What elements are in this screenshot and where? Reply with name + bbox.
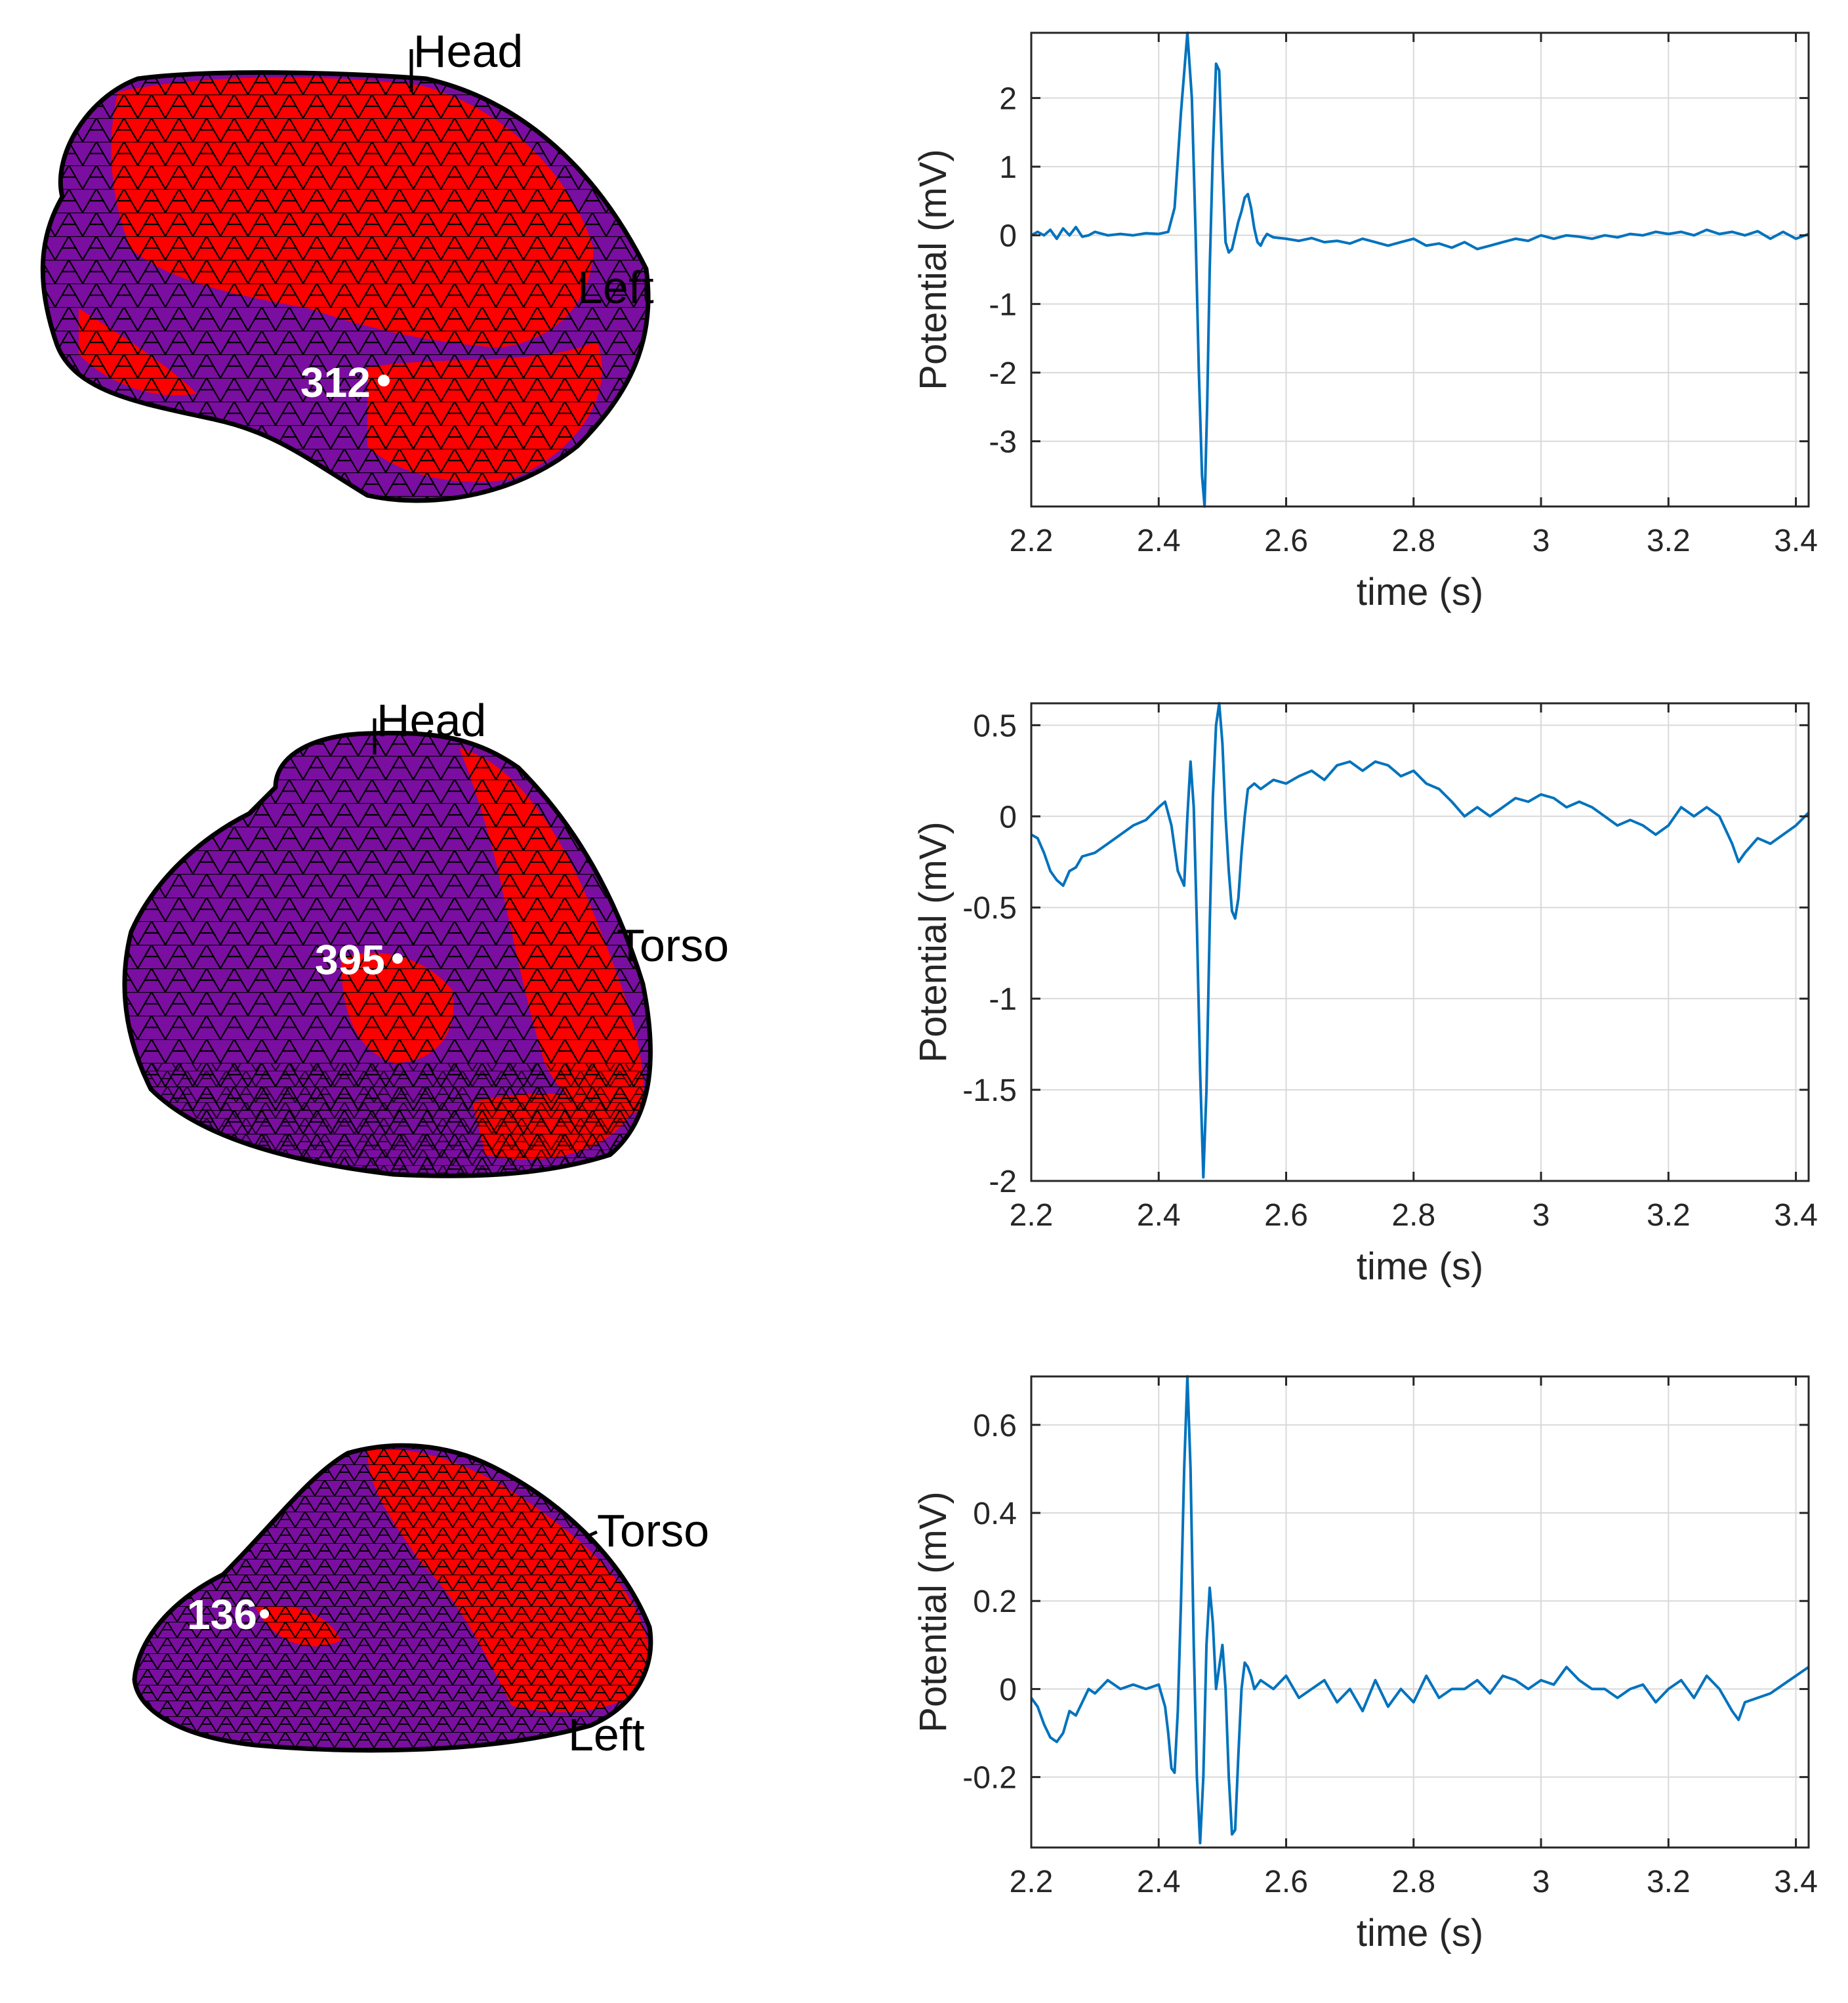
y-tick-label: -1.5: [962, 1073, 1017, 1108]
x-tick-label: 2.4: [1137, 1865, 1181, 1899]
y-tick-label: 0.6: [973, 1409, 1017, 1443]
potential-chart-136: 2.2 2.4 2.6 2.8 3 3.2 3.4 -0.2 0 0.2 0.4 0.6 time (s…: [912, 1375, 1818, 1954]
y-tick-label: 0.4: [973, 1497, 1017, 1531]
y-tick-label: 0: [999, 800, 1017, 835]
node-marker-136: [260, 1609, 269, 1619]
node-label-136: 136: [187, 1591, 257, 1638]
x-tick-label: 2.6: [1264, 524, 1308, 558]
x-tick-label: 3.4: [1774, 1198, 1818, 1233]
x-axis-label: time (s): [1357, 571, 1483, 613]
axes-box: [1030, 1375, 1810, 1849]
potential-trace: [1030, 1375, 1810, 1845]
y-tick-label: -2: [989, 356, 1017, 391]
x-tick-label: 2.2: [1010, 1198, 1054, 1233]
mesh-2-label-head: Head: [377, 695, 486, 746]
y-tick-label: -1: [989, 982, 1017, 1017]
y-tick-label: -2: [989, 1165, 1017, 1199]
x-tick-label: 2.4: [1137, 524, 1181, 558]
x-tick-label: 2.4: [1137, 1198, 1181, 1233]
x-tick-label: 3.4: [1774, 524, 1818, 558]
mesh-3-label-left: Left: [568, 1709, 645, 1760]
mesh-1-label-head: Head: [413, 26, 523, 77]
y-tick-label: 0: [999, 1672, 1017, 1707]
axes-box: [1030, 31, 1810, 508]
x-axis-label: time (s): [1357, 1912, 1483, 1954]
mesh-1-label-left: Left: [577, 262, 654, 313]
y-tick-label: -3: [989, 425, 1017, 460]
x-tick-label: 2.2: [1010, 1865, 1054, 1899]
potential-trace: [1031, 31, 1809, 508]
x-tick-label: 3.2: [1647, 524, 1691, 558]
torso-pointer-3: [584, 1530, 598, 1539]
y-tick-label: 2: [999, 81, 1017, 116]
y-tick-label: -1: [989, 287, 1017, 322]
plot-area: [1031, 703, 1809, 1181]
y-axis-label: Potential (mV): [912, 1491, 955, 1732]
mesh-3-label-torso: Torso: [597, 1505, 709, 1556]
y-tick-label: 0: [999, 219, 1017, 254]
y-axis-label: Potential (mV): [912, 821, 955, 1062]
node-label-395: 395: [315, 936, 385, 983]
potential-chart-395: 2.2 2.4 2.6 2.8 3 3.2 3.4 -2 -1.5 -1 -0.5 0 0.5 time …: [912, 702, 1818, 1288]
x-tick-label: 3.4: [1774, 1865, 1818, 1899]
x-tick-label: 3: [1532, 524, 1550, 558]
x-tick-label: 3.2: [1647, 1865, 1691, 1899]
y-tick-label: 1: [999, 150, 1017, 185]
y-tick-label: 0.2: [973, 1584, 1017, 1619]
y-axis-label: Potential (mV): [912, 149, 955, 390]
x-tick-label: 2.6: [1264, 1198, 1308, 1233]
node-marker-395: [392, 953, 403, 964]
node-label-312: 312: [300, 359, 371, 406]
node-marker-312: [378, 375, 390, 386]
x-tick-label: 2.8: [1391, 524, 1435, 558]
x-tick-label: 2.2: [1010, 524, 1054, 558]
x-tick-label: 2.8: [1391, 1198, 1435, 1233]
heart-mesh-1: [40, 70, 651, 503]
potential-chart-312: 2.2 2.4 2.6 2.8 3 3.2 3.4 -3 -2 -1 0 1 2 time (s) Pote…: [912, 31, 1818, 613]
plot-area: [1031, 33, 1809, 506]
x-tick-label: 2.6: [1264, 1865, 1308, 1899]
plot-area: [1031, 1376, 1809, 1848]
x-tick-label: 2.8: [1391, 1865, 1435, 1899]
potential-trace: [1031, 702, 1810, 1179]
y-tick-label: -0.5: [962, 891, 1017, 926]
mesh-2-label-torso: Torso: [617, 920, 729, 971]
x-tick-label: 3.2: [1647, 1198, 1691, 1233]
axes-box: [1030, 702, 1810, 1182]
x-tick-label: 3: [1532, 1865, 1550, 1899]
y-tick-label: -0.2: [962, 1761, 1017, 1796]
x-axis-label: time (s): [1357, 1245, 1483, 1288]
x-tick-label: 3: [1532, 1198, 1550, 1233]
y-tick-label: 0.5: [973, 709, 1017, 743]
